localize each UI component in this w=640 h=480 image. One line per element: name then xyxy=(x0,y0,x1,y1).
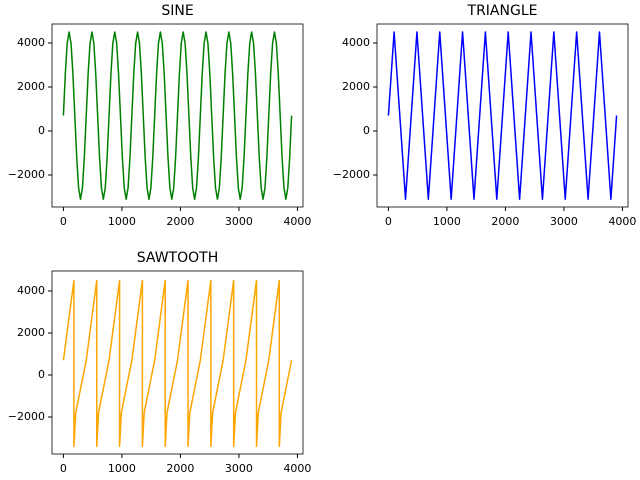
y-tick-label: 4000 xyxy=(17,284,45,297)
y-tick-label: 2000 xyxy=(17,80,45,93)
x-tick-label: 2000 xyxy=(491,215,519,228)
x-tick-label: 3000 xyxy=(225,462,253,475)
y-tick-label: −2000 xyxy=(8,410,45,423)
x-tick-label: 3000 xyxy=(550,215,578,228)
x-tick-label: 3000 xyxy=(225,215,253,228)
y-tick-label: 4000 xyxy=(17,36,45,49)
x-tick-label: 2000 xyxy=(166,215,194,228)
x-tick-label: 1000 xyxy=(108,215,136,228)
x-tick-label: 1000 xyxy=(108,462,136,475)
subplot-title: SAWTOOTH xyxy=(137,250,218,266)
x-tick-label: 4000 xyxy=(608,215,636,228)
x-tick-label: 0 xyxy=(60,462,67,475)
y-tick-label: −2000 xyxy=(333,168,370,181)
x-tick-label: 0 xyxy=(60,215,67,228)
y-tick-label: 0 xyxy=(38,368,45,381)
y-tick-label: −2000 xyxy=(8,168,45,181)
x-tick-label: 4000 xyxy=(283,215,311,228)
data-line xyxy=(387,31,618,200)
subplot-title: TRIANGLE xyxy=(467,3,538,19)
y-tick-label: 0 xyxy=(363,124,370,137)
axes-frame xyxy=(376,23,629,208)
y-tick-label: 0 xyxy=(38,124,45,137)
y-tick-label: 4000 xyxy=(342,36,370,49)
y-tick-label: 2000 xyxy=(342,80,370,93)
x-tick-label: 1000 xyxy=(433,215,461,228)
axes-frame xyxy=(51,23,304,208)
data-line xyxy=(62,279,293,448)
x-tick-label: 4000 xyxy=(283,462,311,475)
subplot-title: SINE xyxy=(161,3,193,19)
y-tick-label: 2000 xyxy=(17,326,45,339)
x-tick-label: 2000 xyxy=(166,462,194,475)
x-tick-label: 0 xyxy=(385,215,392,228)
data-line xyxy=(62,31,293,200)
axes-frame xyxy=(51,270,304,455)
